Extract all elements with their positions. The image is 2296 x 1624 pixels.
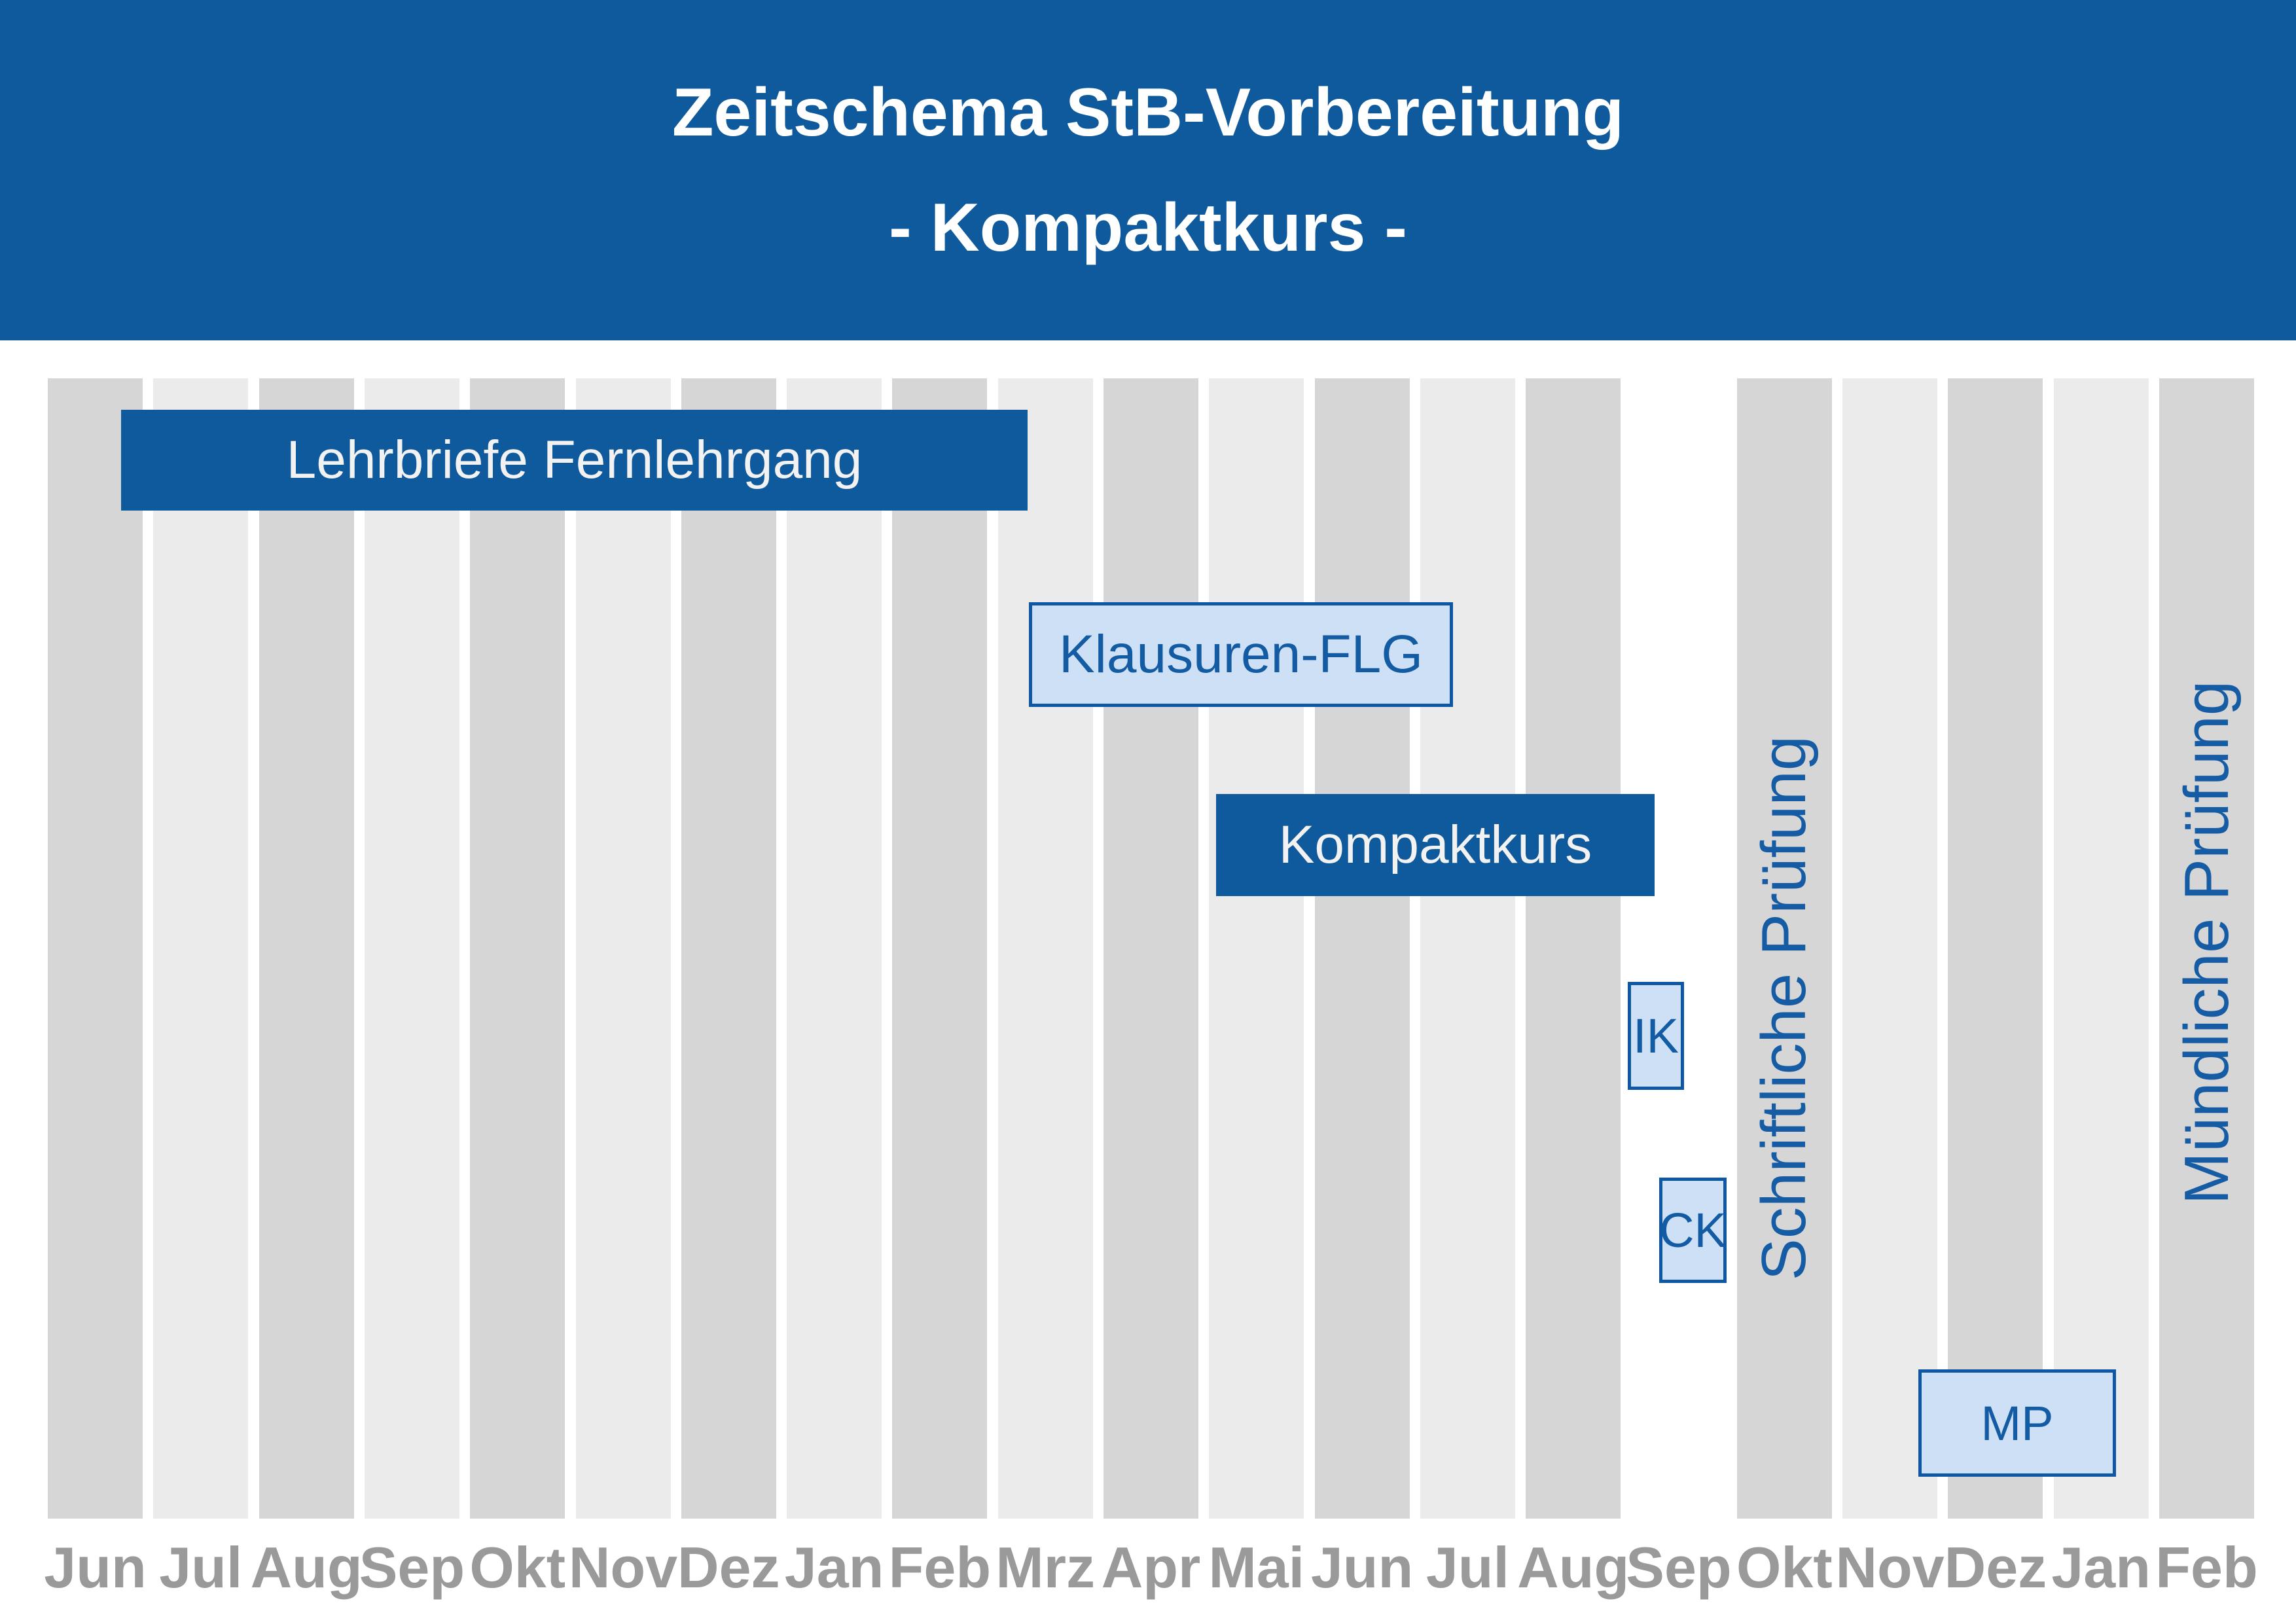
month-label-12: Mai — [1208, 1535, 1305, 1600]
month-band-1 — [48, 378, 143, 1519]
chart-header: Zeitschema StB-Vorbereitung - Kompaktkur… — [0, 0, 2296, 340]
month-band-11 — [1103, 378, 1198, 1519]
month-band-15 — [1526, 378, 1621, 1519]
month-label-16: Sep — [1626, 1535, 1732, 1600]
month-label-6: Nov — [568, 1535, 678, 1600]
month-label-21: Feb — [2155, 1535, 2258, 1600]
month-band-21 — [2159, 378, 2254, 1519]
month-label-5: Okt — [469, 1535, 566, 1600]
month-band-18 — [1842, 378, 1938, 1519]
lehrbriefe-bar: Lehrbriefe Fernlehrgang — [121, 410, 1028, 511]
month-band-4 — [364, 378, 459, 1519]
month-band-13 — [1314, 378, 1410, 1519]
month-band-9 — [892, 378, 988, 1519]
month-label-14: Jul — [1426, 1535, 1509, 1600]
month-label-7: Dez — [677, 1535, 780, 1600]
month-band-7 — [681, 378, 776, 1519]
month-band-19 — [1948, 378, 2043, 1519]
month-band-2 — [153, 378, 249, 1519]
month-band-6 — [575, 378, 671, 1519]
klausuren-flg-bar: Klausuren-FLG — [1029, 602, 1453, 707]
month-band-20 — [2053, 378, 2149, 1519]
month-label-19: Dez — [1944, 1535, 2047, 1600]
month-label-9: Feb — [888, 1535, 992, 1600]
ik-box: IK — [1628, 982, 1684, 1090]
month-label-8: Jan — [784, 1535, 884, 1600]
month-band-10 — [997, 378, 1093, 1519]
ck-box: CK — [1659, 1178, 1727, 1283]
month-label-17: Okt — [1736, 1535, 1833, 1600]
month-label-13: Jun — [1310, 1535, 1414, 1600]
month-label-4: Sep — [359, 1535, 465, 1600]
month-label-18: Nov — [1835, 1535, 1945, 1600]
month-label-20: Jan — [2051, 1535, 2151, 1600]
schriftliche-pruefung-label: Schriftliche Prüfung — [1749, 735, 1820, 1281]
month-band-12 — [1209, 378, 1304, 1519]
month-band-14 — [1420, 378, 1515, 1519]
month-label-15: Aug — [1517, 1535, 1630, 1600]
month-label-10: Mrz — [996, 1535, 1095, 1600]
month-band-17 — [1736, 378, 1832, 1519]
chart-title-line2: - Kompaktkurs - — [889, 190, 1407, 266]
month-band-3 — [259, 378, 354, 1519]
mp-box: MP — [1918, 1369, 2116, 1477]
month-label-11: Apr — [1101, 1535, 1201, 1600]
chart-title-line1: Zeitschema StB-Vorbereitung — [672, 75, 1624, 151]
kompaktkurs-bar: Kompaktkurs — [1216, 794, 1655, 896]
month-label-3: Aug — [250, 1535, 363, 1600]
muendliche-pruefung-label: Mündliche Prüfung — [2171, 680, 2242, 1205]
month-band-5 — [470, 378, 565, 1519]
month-band-8 — [787, 378, 882, 1519]
month-label-2: Jul — [159, 1535, 243, 1600]
month-label-1: Jun — [44, 1535, 147, 1600]
